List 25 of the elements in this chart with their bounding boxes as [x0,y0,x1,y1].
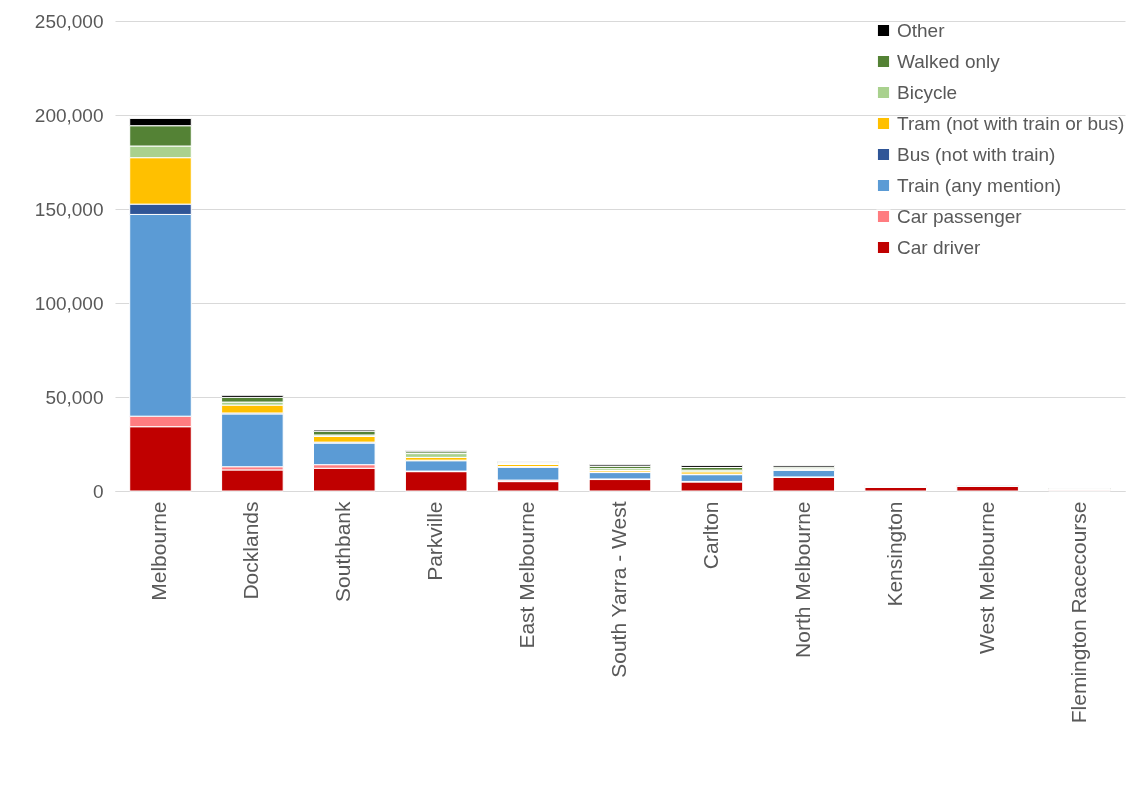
x-tick-label: North Melbourne [790,501,814,658]
x-tick-label: Docklands [239,501,263,600]
legend-label: Walked only [897,50,1001,72]
y-tick-label: 0 [92,480,104,502]
legend-label: Train (any mention) [897,174,1062,196]
legend-label: Bus (not with train) [897,143,1056,165]
y-tick-label: 100,000 [34,292,104,314]
x-tick-label: Kensington [882,501,906,607]
y-tick-label: 200,000 [34,104,104,126]
y-tick-label: 50,000 [45,386,104,408]
x-tick-label: Southbank [331,501,355,602]
legend-label: Bicycle [897,81,958,103]
x-tick-label: East Melbourne [515,501,539,649]
legend-label: Car passenger [897,205,1023,227]
x-tick-label: Parkville [423,501,447,581]
legend-label: Tram (not with train or bus) [897,112,1125,134]
x-tick-label: Flemington Racecourse [1066,501,1090,724]
legend-label: Other [897,19,946,41]
legend-label: Car driver [897,236,982,258]
x-tick-label: Melbourne [147,501,171,601]
x-tick-label: West Melbourne [974,501,998,655]
y-tick-label: 150,000 [34,198,104,220]
x-tick-label: Carlton [698,501,722,570]
x-tick-label: South Yarra - West [607,501,630,678]
y-tick-label: 250,000 [34,10,104,32]
